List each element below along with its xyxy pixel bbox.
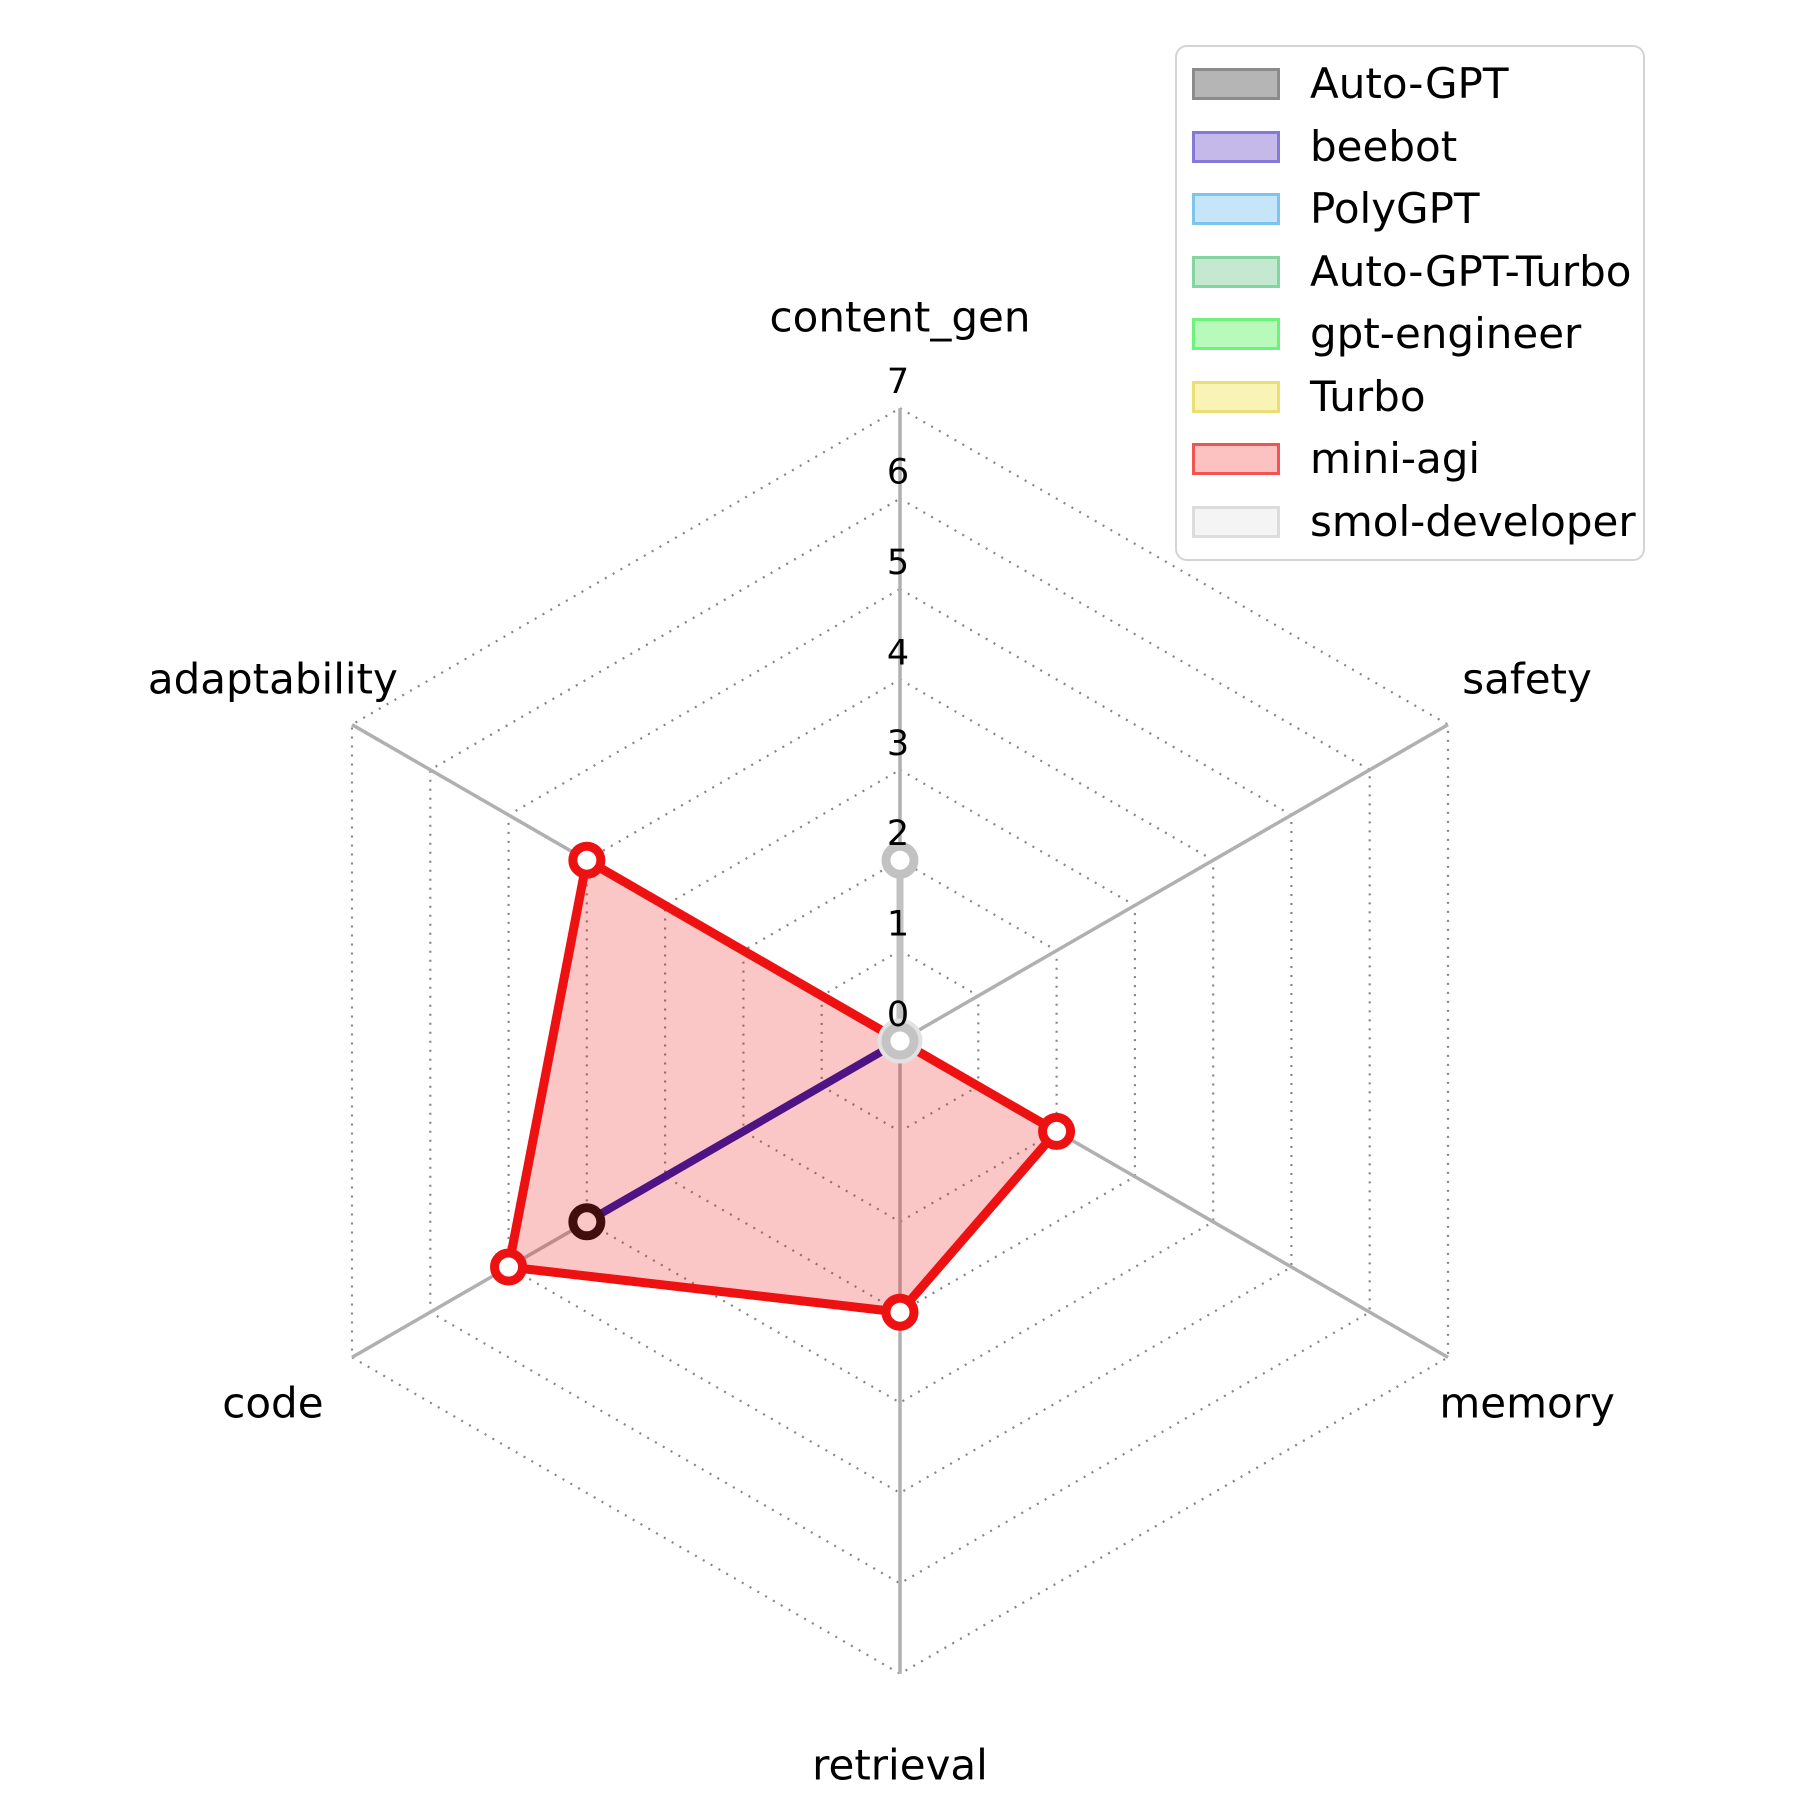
axis-label-content-gen: content_gen [770,292,1031,341]
legend-item-smol-developer: smol-developer [1177,491,1636,554]
series-beebot-marker-code [568,1203,606,1241]
center-marker [881,1022,919,1060]
series-mini-agi-polygon [504,855,1062,1317]
legend-label-gpt-engineer: gpt-engineer [1310,309,1582,359]
r-tick-label-2: 2 [887,814,909,854]
series-mini-agi-marker-retrieval [881,1293,919,1331]
series-mini-agi-marker-memory [1038,1112,1076,1150]
legend-label-auto-gpt-turbo: Auto-GPT-Turbo [1310,246,1632,296]
r-tick-label-7: 7 [887,362,909,402]
axis-label-adaptability: adaptability [148,654,398,703]
r-tick-label-4: 4 [887,633,909,673]
legend-item-mini-agi: mini-agi [1177,428,1631,491]
center-marker-halo [877,1018,923,1064]
legend-label-turbo: Turbo [1310,371,1426,421]
axis-label-code: code [222,1379,323,1428]
legend-swatch-gpt-engineer [1192,318,1280,351]
r-tick-label-3: 3 [887,724,909,764]
legend-swatch-mini-agi [1192,443,1280,476]
legend-label-auto-gpt: Auto-GPT [1310,59,1509,109]
legend-item-beebot: beebot [1177,116,1631,179]
legend-swatch-polygpt [1192,193,1280,226]
legend-swatch-auto-gpt-turbo [1192,255,1280,288]
series-auto-gpt-marker-content-gen [881,841,919,879]
axis-spoke-safety [899,723,1449,1043]
legend-swatch-beebot [1192,130,1280,163]
r-tick-label-6: 6 [887,453,909,493]
legend-label-smol-developer: smol-developer [1310,496,1636,546]
legend-label-polygpt: PolyGPT [1310,184,1480,234]
r-tick-label-0: 0 [887,995,909,1035]
axis-label-safety: safety [1462,654,1592,703]
legend-item-auto-gpt: Auto-GPT [1177,53,1631,116]
legend-item-turbo: Turbo [1177,366,1631,429]
legend-swatch-smol-developer [1192,505,1280,538]
legend-swatch-turbo [1192,380,1280,413]
legend-item-auto-gpt-turbo: Auto-GPT-Turbo [1177,241,1631,304]
series-mini-agi-marker-adaptability [568,841,606,879]
legend-item-gpt-engineer: gpt-engineer [1177,303,1631,366]
legend-label-mini-agi: mini-agi [1310,434,1481,484]
legend-swatch-auto-gpt [1192,68,1280,101]
r-tick-label-1: 1 [887,905,909,945]
series-mini-agi-marker-code [490,1248,528,1286]
axis-label-retrieval: retrieval [812,1741,988,1790]
legend-item-polygpt: PolyGPT [1177,178,1631,241]
r-tick-label-5: 5 [887,543,909,583]
legend-label-beebot: beebot [1310,121,1458,171]
axis-label-memory: memory [1439,1379,1615,1428]
legend: Auto-GPT beebot PolyGPT Auto-GPT-Turbo gpt-e… [1175,45,1645,561]
